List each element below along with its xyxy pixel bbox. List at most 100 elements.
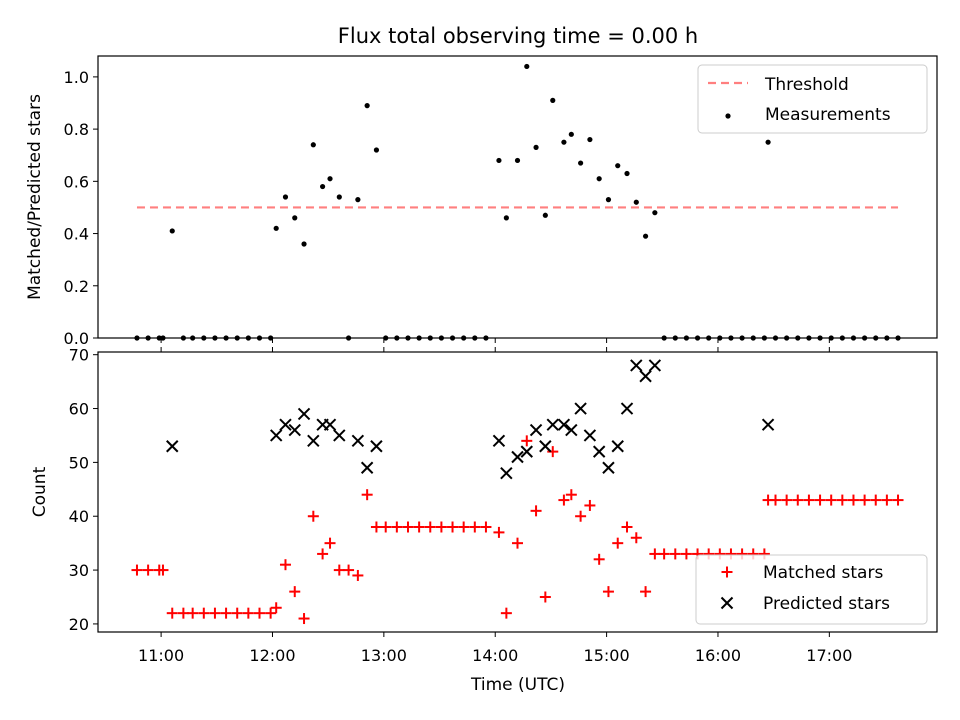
matched-point-45	[575, 510, 587, 522]
matched-point-32	[447, 521, 459, 533]
matched-point-16	[289, 586, 301, 598]
bottom-x-tick-label-3: 14:00	[472, 646, 518, 665]
matched-point-47	[593, 553, 605, 565]
matched-point-10	[231, 607, 243, 619]
predicted-point-16	[529, 423, 543, 437]
matched-point-18	[307, 510, 319, 522]
predicted-point-17	[539, 440, 552, 453]
predicted-point-16-b	[529, 423, 543, 437]
matched-point-73	[859, 494, 871, 506]
matched-point-55	[669, 548, 681, 560]
matched-point-36	[493, 526, 505, 538]
matched-point-7	[198, 607, 210, 619]
predicted-point-0	[166, 440, 179, 453]
predicted-point-18-b	[546, 418, 559, 431]
bottom-x-ticks: 11:00 12:00 13:00 14:00 15:00 16:00 17:00	[138, 347, 852, 665]
matched-point-6	[187, 607, 199, 619]
matched-point-42	[547, 446, 559, 458]
measurement-point-48	[605, 197, 612, 203]
predicted-point-24	[602, 461, 615, 474]
matched-point-71	[836, 494, 848, 506]
measurement-point-39	[524, 63, 530, 70]
top-axes: 0.0 0.2 0.4 0.6 0.8 1.0 Matched/Predicted sta…	[25, 55, 938, 348]
matched-point-3	[157, 564, 169, 576]
measurement-point-43	[561, 139, 567, 145]
predicted-point-9	[351, 434, 365, 448]
measurement-point-44	[568, 131, 574, 137]
matched-point-35	[480, 521, 492, 533]
top-legend-box	[697, 64, 928, 134]
legend-predicted-marker-b	[720, 596, 734, 610]
top-y-tick-label-0: 0.0	[64, 329, 89, 348]
top-legend: Threshold Measurements	[697, 64, 928, 134]
predicted-point-14-b	[511, 450, 524, 464]
matched-point-33	[458, 521, 470, 533]
predicted-point-20	[565, 423, 578, 437]
matched-point-48	[602, 586, 614, 598]
bottom-x-tick-label-1: 12:00	[249, 646, 295, 665]
bottom-y-tick-label-4: 60	[69, 400, 89, 419]
measurement-point-21	[336, 194, 342, 200]
measurement-point-16	[292, 215, 298, 221]
predicted-point-15	[520, 445, 533, 458]
predicted-point-18	[546, 418, 559, 431]
matched-point-9	[220, 607, 232, 619]
measurement-point-36	[496, 157, 502, 164]
predicted-point-29	[648, 359, 662, 372]
bottom-x-tick-label-6: 17:00	[806, 646, 852, 665]
predicted-point-7-b	[323, 418, 337, 431]
measurement-point-38	[514, 157, 521, 164]
matched-point-76	[892, 494, 904, 506]
predicted-point-0-b	[166, 440, 179, 453]
top-chart-title: Flux total observing time = 0.00 h	[338, 24, 698, 48]
top-series-layer	[134, 63, 901, 341]
measurement-point-19	[319, 183, 326, 190]
matched-point-69	[814, 494, 826, 506]
predicted-point-30-b	[761, 418, 775, 431]
matched-point-27	[391, 521, 403, 533]
measurement-point-37	[503, 215, 509, 221]
matched-point-54	[658, 548, 670, 560]
x-axis-label: Time (UTC)	[470, 675, 565, 695]
matched-point-43	[558, 494, 570, 506]
matched-point-11	[242, 607, 254, 619]
measurement-point-17	[301, 241, 307, 247]
measurement-point-52	[642, 233, 649, 239]
matched-point-8	[209, 607, 221, 619]
legend-measurements-label: Measurements	[765, 105, 891, 125]
predicted-point-25-b	[611, 440, 624, 453]
measurement-point-64	[765, 139, 771, 145]
matched-point-26	[380, 521, 392, 533]
measurement-point-4	[169, 228, 175, 234]
measurement-point-42	[550, 97, 556, 103]
matched-point-5	[177, 607, 189, 619]
measurement-point-46	[587, 136, 593, 143]
predicted-point-23-b	[592, 445, 606, 458]
matched-point-28	[402, 521, 414, 533]
matched-point-44	[565, 489, 577, 501]
top-y-tick-label-5: 1.0	[64, 68, 89, 87]
measurement-point-14	[273, 225, 279, 231]
measurement-point-45	[578, 160, 584, 166]
matched-point-65	[770, 494, 782, 506]
bottom-axes: 20 30 40 50 60 70 11:00 12:00 13:00 14:00 15:00 16…	[30, 346, 938, 695]
legend-predicted-label: Predicted stars	[763, 594, 890, 614]
bottom-x-tick-label-5: 16:00	[695, 646, 741, 665]
predicted-point-2-b	[279, 418, 292, 431]
matched-point-52	[640, 586, 652, 598]
predicted-point-4	[297, 407, 311, 421]
matched-point-34	[469, 521, 481, 533]
bottom-y-ticks: 20 30 40 50 60 70	[69, 346, 98, 634]
predicted-point-15-b	[520, 445, 533, 458]
predicted-point-27-b	[630, 359, 643, 372]
bottom-axes-frame	[97, 351, 938, 633]
predicted-point-20-b	[565, 423, 578, 437]
top-y-tick-label-1: 0.2	[64, 277, 89, 296]
legend-matched-marker	[721, 566, 733, 578]
predicted-point-13-b	[500, 466, 513, 480]
matched-point-39	[521, 435, 533, 447]
predicted-point-2	[279, 418, 292, 431]
matched-point-12	[253, 607, 265, 619]
legend-matched-label: Matched stars	[763, 563, 883, 583]
top-y-ticks: 0.0 0.2 0.4 0.6 0.8 1.0	[64, 68, 98, 348]
